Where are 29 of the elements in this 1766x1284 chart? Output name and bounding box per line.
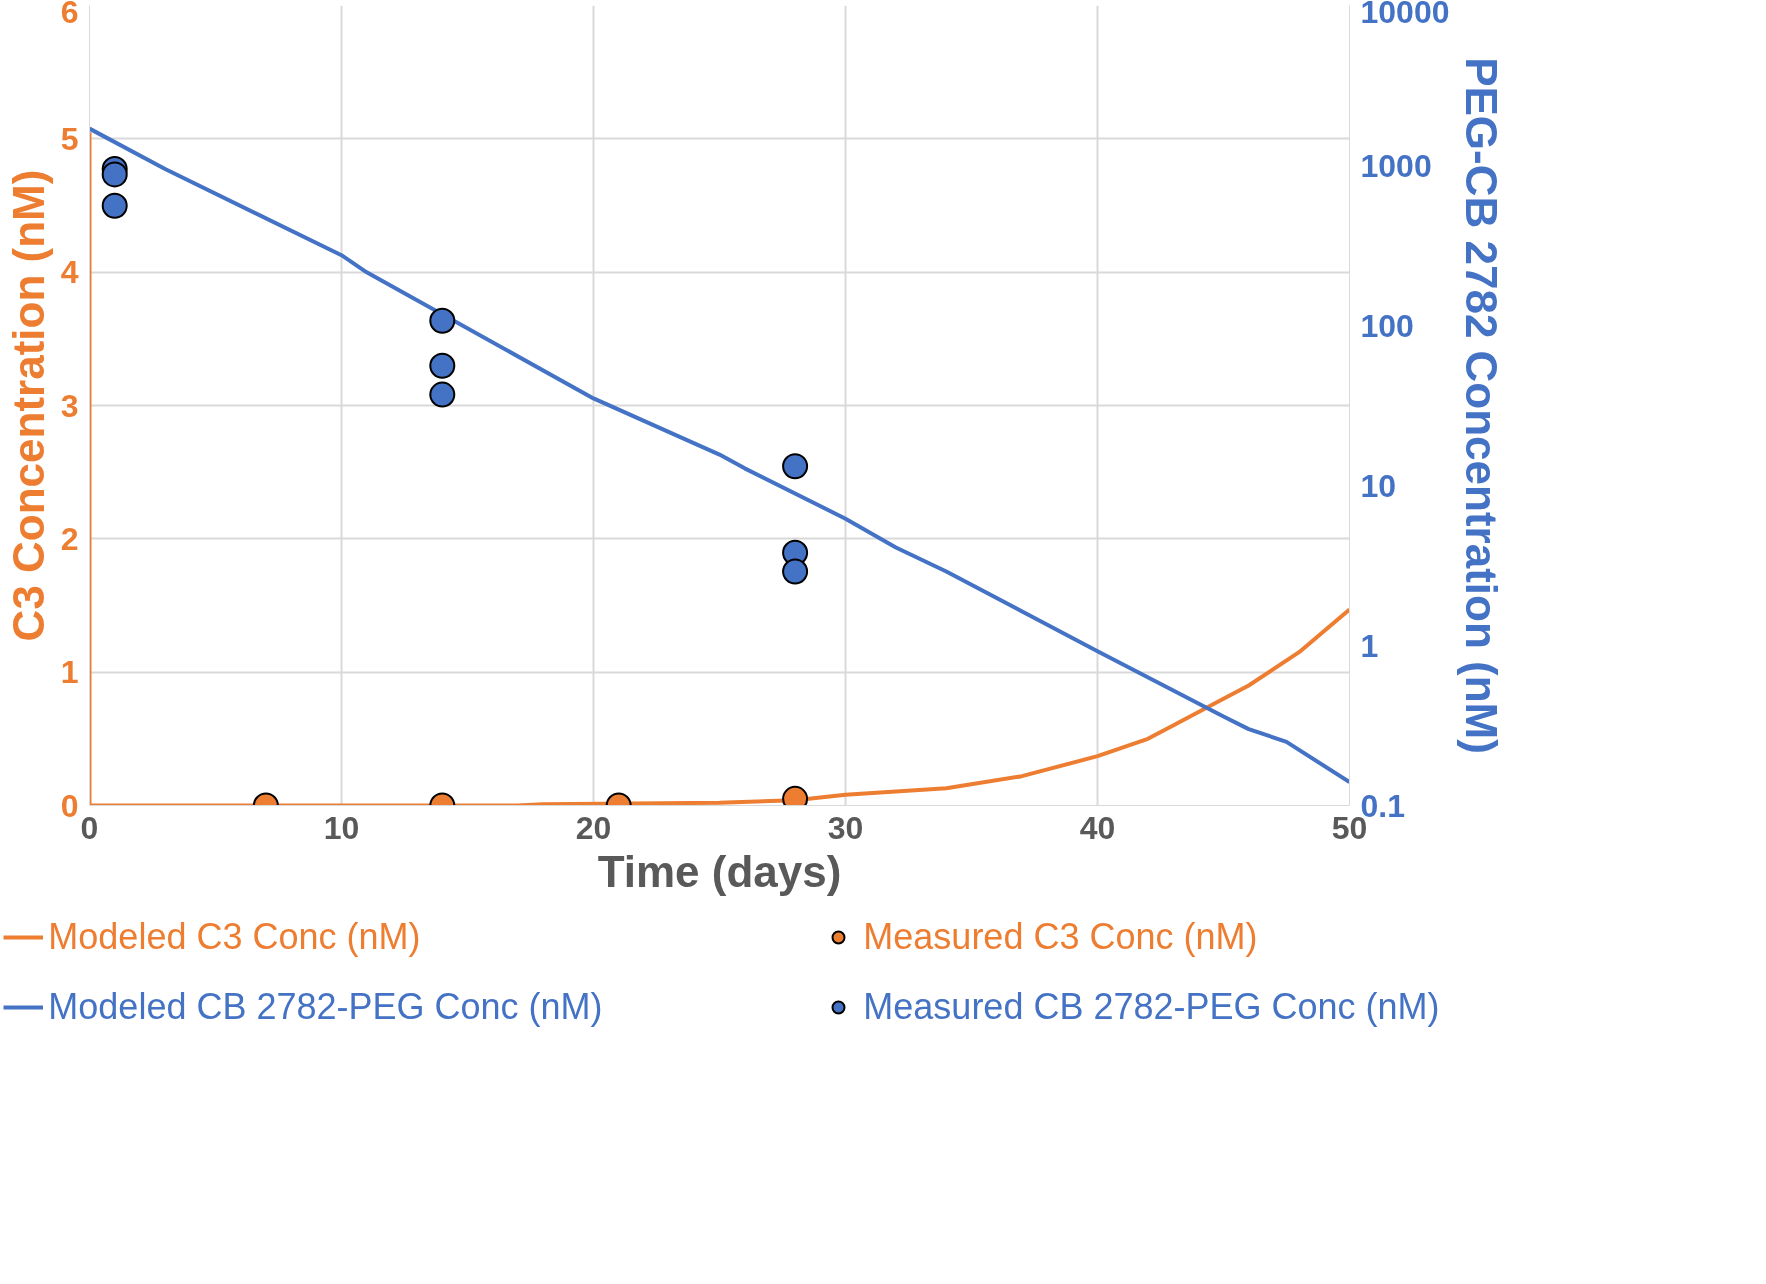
y2-axis-title: PEG-CB 2782 Concentration (nM) [1457, 57, 1507, 754]
y-tick-label: 5 [60, 120, 79, 157]
point [782, 558, 809, 585]
legend-label: Measured CB 2782-PEG Conc (nM) [863, 986, 1441, 1028]
legend-label: Measured C3 Conc (nM) [863, 916, 1259, 958]
x-tick-label: 40 [1079, 809, 1116, 846]
point [101, 192, 128, 219]
y2-tick-label: 10000 [1360, 0, 1450, 30]
point [101, 161, 128, 188]
x-tick-label: 10 [323, 809, 360, 846]
point [429, 307, 456, 334]
y-tick-label: 1 [60, 654, 79, 691]
point [782, 453, 809, 480]
y-axis-title: C3 Concentration (nM) [3, 169, 53, 642]
y-tick-label: 4 [60, 254, 79, 291]
y2-tick-label: 100 [1360, 307, 1414, 344]
x-axis-title: Time (days) [597, 846, 842, 896]
x-tick-label: 20 [575, 809, 612, 846]
y2-tick-label: 1 [1360, 627, 1379, 664]
legend-label: Modeled CB 2782-PEG Conc (nM) [48, 986, 604, 1028]
y2-tick-label: 1000 [1360, 147, 1432, 184]
point [429, 352, 456, 379]
y-tick-label: 6 [60, 0, 79, 30]
x-tick-label: 30 [827, 809, 864, 846]
y-tick-label: 2 [60, 520, 79, 557]
point [429, 381, 456, 408]
legend-label: Modeled C3 Conc (nM) [48, 916, 422, 958]
y2-tick-label: 10 [1360, 467, 1397, 504]
y-tick-label: 3 [60, 387, 79, 424]
